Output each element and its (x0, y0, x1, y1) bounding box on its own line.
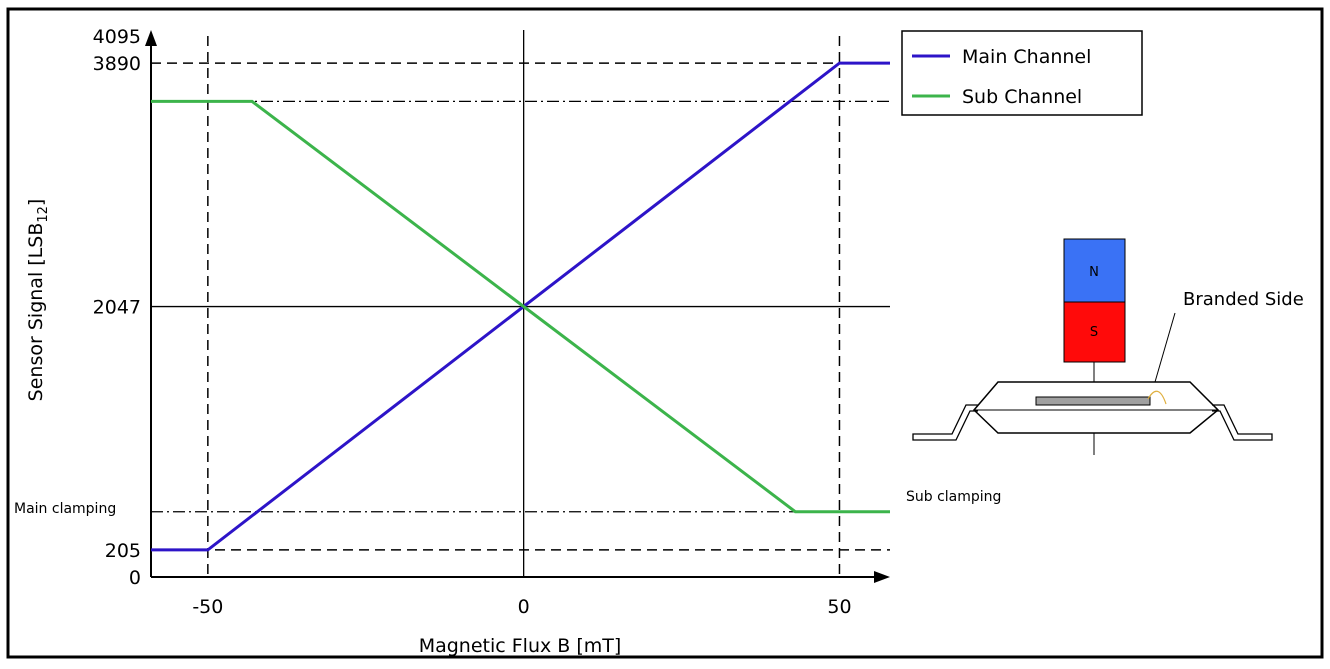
series-layer (151, 61, 890, 552)
x-tick-label: -50 (192, 596, 223, 618)
x-tick-label: 0 (518, 596, 530, 618)
y-tick-label: 0 (129, 567, 141, 589)
branded-side-leader (1154, 312, 1176, 383)
ic-left-lead (912, 404, 978, 441)
y-axis-title-end: ] (25, 199, 47, 206)
y-axis-arrowhead (145, 30, 157, 46)
magnet-north-label: N (1089, 265, 1099, 280)
ic-package-body (972, 381, 1220, 434)
x-axis-title: Magnetic Flux B [mT] (419, 635, 622, 657)
legend-label-main-channel: Main Channel (962, 46, 1091, 68)
axes (145, 30, 890, 583)
bond-wire (1147, 390, 1167, 405)
legend: Main Channel Sub Channel (901, 30, 1143, 116)
sensor-illustration: N S Branded Side (912, 238, 1304, 455)
magnet-north-pole (1063, 238, 1126, 303)
outer-border (6, 7, 1324, 659)
magnet-south-label: S (1090, 325, 1098, 340)
legend-box (901, 30, 1143, 116)
legend-label-sub-channel: Sub Channel (962, 86, 1082, 108)
y-axis-title-main: Sensor Signal [LSB (25, 223, 47, 402)
sub-clamping-label: Sub clamping (906, 489, 1001, 505)
y-axis-title-subscript: 12 (36, 206, 51, 223)
y-tick-label: 205 (105, 540, 141, 562)
reference-lines (151, 30, 890, 577)
series-line-sub-channel (151, 99, 890, 514)
magnet-south-pole (1063, 301, 1126, 363)
y-tick-label: 4095 (93, 26, 141, 48)
y-axis-title: Sensor Signal [LSB12] (25, 199, 51, 402)
y-tick-label: 2047 (93, 297, 141, 319)
tick-labels: -50 0 50 0 205 2047 3890 4095 (93, 26, 852, 618)
y-tick-label: 3890 (93, 53, 141, 75)
ic-right-lead (1212, 404, 1273, 441)
x-axis-arrowhead (874, 571, 890, 583)
sensor-die (1035, 396, 1151, 406)
branded-side-label: Branded Side (1183, 289, 1304, 310)
main-clamping-label: Main clamping (14, 501, 116, 517)
x-tick-label: 50 (827, 596, 851, 618)
